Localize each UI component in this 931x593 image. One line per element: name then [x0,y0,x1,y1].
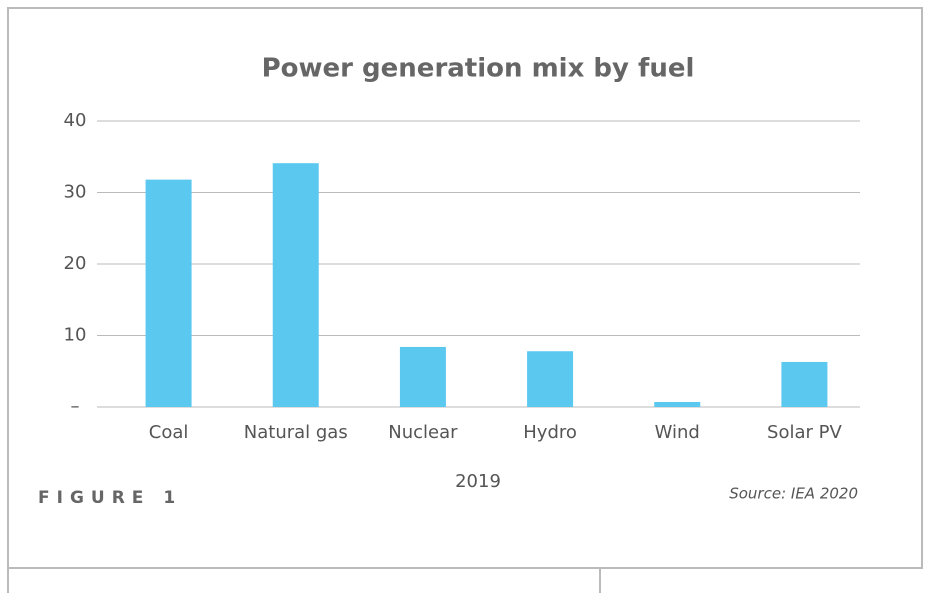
chart-title: Power generation mix by fuel [262,54,695,84]
y-tick-label: 20 [64,253,87,274]
x-tick-label: Hydro [523,422,577,443]
bar [145,179,192,407]
x-tick-label: Nuclear [388,422,458,443]
y-tick-label: 10 [64,325,87,346]
x-axis-label: 2019 [455,471,501,492]
x-tick-label: Natural gas [244,422,348,443]
bar [781,361,828,407]
source: Source: IEA 2020 [729,485,858,503]
x-tick-label: Solar PV [767,422,842,443]
y-tick-label: – [71,396,80,417]
figure-label: FIGURE 1 [38,488,182,508]
bar [527,351,574,407]
x-tick-label: Coal [149,422,189,443]
frame [7,7,923,593]
y-tick-label: 30 [64,182,87,203]
bar [272,163,319,407]
bar [654,401,701,407]
x-tick-label: Wind [655,422,700,443]
bar [399,346,446,407]
y-tick-label: 40 [64,110,87,131]
